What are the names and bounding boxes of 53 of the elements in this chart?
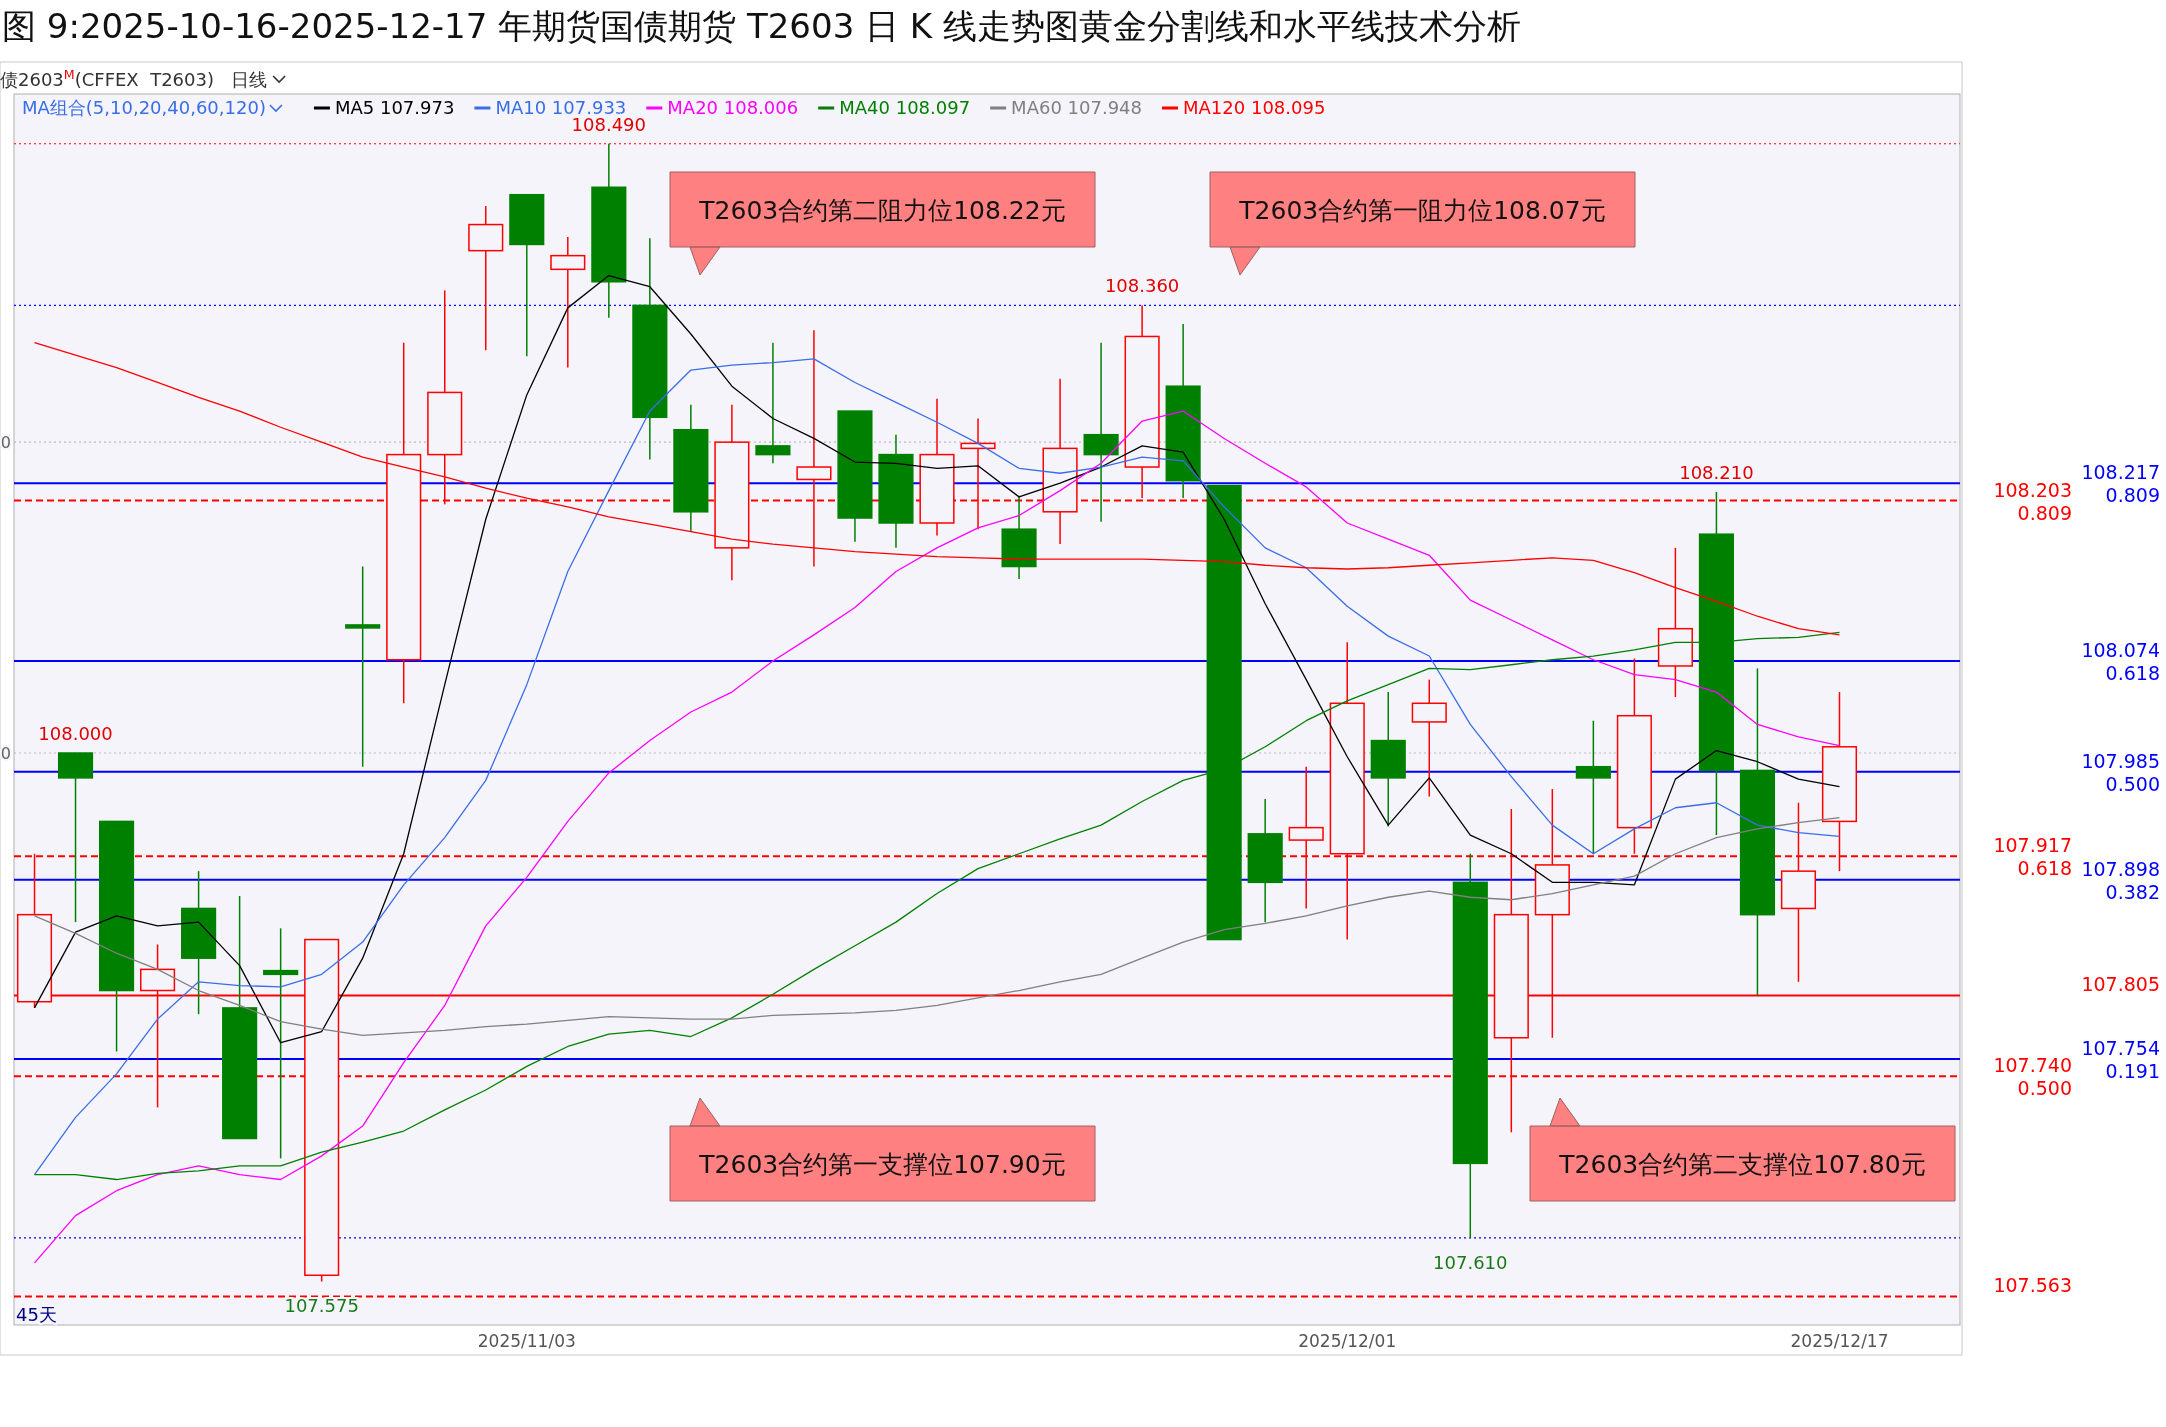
ref-line-label: 108.074 0.618 bbox=[2081, 639, 2160, 685]
x-tick-label: 2025/11/03 bbox=[477, 1331, 576, 1352]
legend-title: MA组合(5,10,20,40,60,120) bbox=[22, 97, 266, 118]
candlestick bbox=[673, 404, 709, 533]
candlestick bbox=[1370, 691, 1406, 828]
annotation: T2603合约第一阻力位108.07元 bbox=[1238, 195, 1606, 225]
x-tick-label: 2025/12/01 bbox=[1298, 1331, 1397, 1352]
candlestick bbox=[1575, 719, 1611, 855]
ref-line-label: 107.740 0.500 bbox=[1993, 1054, 2072, 1100]
candlestick bbox=[550, 236, 586, 369]
annotation: 107.610 bbox=[1433, 1251, 1508, 1273]
chart-subtitle: 债2603$^{M}$(CFFEX T2603) 日线 bbox=[0, 66, 268, 90]
ref-line-label: 107.917 0.618 bbox=[1993, 834, 2072, 880]
ref-line-label: 107.563 bbox=[1993, 1274, 2072, 1297]
annotation: T2603合约第二支撑位107.80元 bbox=[1558, 1149, 1926, 1179]
candlestick bbox=[468, 205, 504, 351]
candlestick bbox=[1001, 494, 1037, 580]
candlestick bbox=[1083, 341, 1119, 523]
candlestick bbox=[755, 341, 791, 465]
annotation: T2603合约第二阻力位108.22元 bbox=[698, 195, 1066, 225]
chart-title: 图 9:2025-10-16-2025-12-17 年期货国债期货 T2603 日 K 线走势图黄金分割线和水平线技术分析 bbox=[2, 6, 1521, 46]
annotation: 108.210 bbox=[1679, 461, 1754, 483]
legend-label: MA5 107.973 bbox=[334, 97, 455, 118]
candlestick bbox=[1739, 667, 1776, 997]
x-tick-label: 2025/12/17 bbox=[1790, 1331, 1889, 1352]
annotation: 107.575 bbox=[284, 1295, 359, 1317]
ref-line-label: 107.985 0.500 bbox=[2081, 749, 2160, 795]
candlestick bbox=[591, 142, 627, 319]
candlestick bbox=[1411, 678, 1447, 798]
legend-label: MA40 108.097 bbox=[839, 97, 971, 118]
text: 0 bbox=[0, 433, 11, 452]
ref-line-label: 107.898 0.382 bbox=[2081, 857, 2160, 903]
candlestick bbox=[181, 870, 217, 1015]
candlestick bbox=[632, 237, 668, 461]
text: 0 bbox=[0, 744, 11, 763]
candlestick bbox=[1124, 304, 1160, 499]
legend-label: MA20 108.006 bbox=[667, 97, 799, 118]
candlestick bbox=[1247, 798, 1283, 923]
candlestick bbox=[263, 927, 299, 1160]
candlestick bbox=[345, 565, 381, 768]
candlestick bbox=[1452, 852, 1488, 1239]
ref-line-label: 107.754 0.191 bbox=[2081, 1036, 2160, 1082]
candlestick bbox=[1165, 323, 1201, 499]
annotation: T2603合约第一支撑位107.90元 bbox=[698, 1149, 1066, 1179]
legend-label: MA60 107.948 bbox=[1011, 97, 1143, 118]
candlestick bbox=[878, 433, 914, 549]
ref-line-label: 108.217 0.809 bbox=[2081, 461, 2160, 507]
ref-line-label: 107.805 bbox=[2081, 973, 2160, 996]
ref-line-label: 108.203 0.809 bbox=[1993, 478, 2072, 524]
annotation: 45天 bbox=[16, 1304, 57, 1325]
legend-label: MA120 108.095 bbox=[1183, 97, 1326, 118]
annotation: 108.360 bbox=[1104, 275, 1180, 297]
annotation: 108.000 bbox=[38, 723, 113, 745]
